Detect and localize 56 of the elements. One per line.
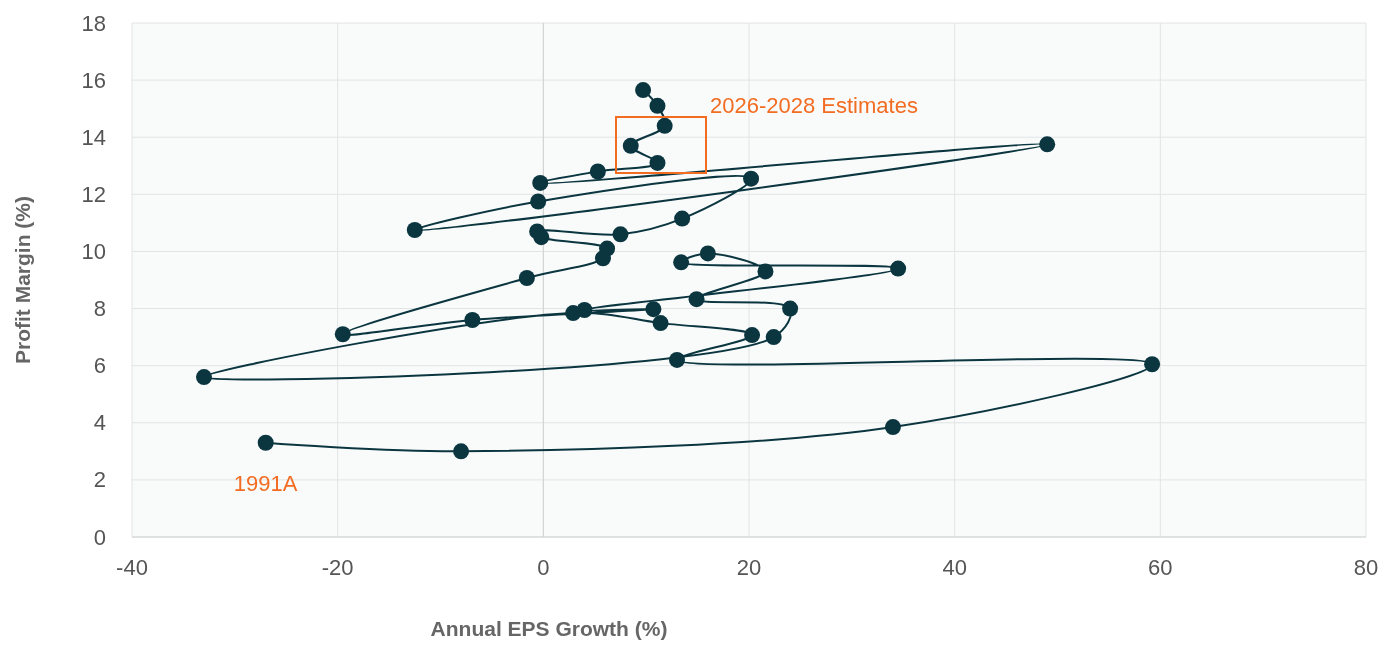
point — [884, 419, 901, 436]
point — [645, 301, 662, 318]
annotation: 1991A — [233, 470, 298, 496]
y-tick-label: 16 — [81, 67, 106, 93]
point — [529, 223, 546, 240]
point — [599, 240, 616, 257]
point — [744, 327, 761, 344]
point — [673, 254, 690, 271]
y-tick-label: 8 — [93, 296, 106, 322]
x-tick-label: 20 — [736, 554, 762, 580]
point — [518, 270, 535, 286]
x-tick-label: 80 — [1353, 554, 1379, 580]
x-tick-label: -20 — [321, 554, 354, 580]
point — [743, 170, 760, 187]
y-tick-label: 4 — [93, 410, 106, 436]
point — [334, 326, 351, 343]
x-axis-title: Annual EPS Growth (%) — [430, 617, 668, 640]
point — [589, 163, 606, 180]
point — [782, 300, 799, 317]
point — [674, 210, 691, 227]
point — [257, 434, 274, 451]
y-tick-label: 2 — [93, 467, 106, 493]
x-tick-label: 0 — [537, 554, 550, 580]
point — [757, 263, 774, 280]
point — [699, 245, 716, 262]
point — [464, 311, 481, 328]
y-axis-title: Profit Margin (%) — [11, 196, 34, 364]
point — [635, 82, 652, 99]
point — [649, 97, 666, 114]
y-tick-label: 12 — [81, 181, 106, 207]
point — [765, 329, 782, 346]
x-tick-label: 60 — [1148, 554, 1173, 580]
point — [890, 260, 907, 277]
point — [532, 174, 549, 191]
point — [406, 222, 423, 239]
point — [576, 301, 593, 318]
y-tick-label: 6 — [93, 353, 106, 379]
point — [649, 154, 666, 171]
point — [612, 226, 629, 243]
point — [688, 291, 705, 308]
point — [656, 117, 673, 134]
point — [652, 315, 669, 332]
y-tick-label: 18 — [81, 10, 106, 36]
point — [622, 137, 639, 154]
point — [1039, 136, 1056, 153]
point — [453, 443, 470, 460]
point — [669, 351, 686, 368]
x-tick-label: -40 — [116, 554, 148, 580]
x-tick-label: 40 — [942, 554, 967, 580]
y-tick-label: 14 — [81, 124, 106, 150]
annotation: 2026-2028 Estimates — [710, 93, 918, 118]
point — [195, 369, 212, 386]
y-tick-label: 10 — [81, 238, 106, 264]
point — [530, 193, 547, 210]
y-tick-label: 0 — [93, 524, 106, 550]
point — [1144, 356, 1161, 373]
